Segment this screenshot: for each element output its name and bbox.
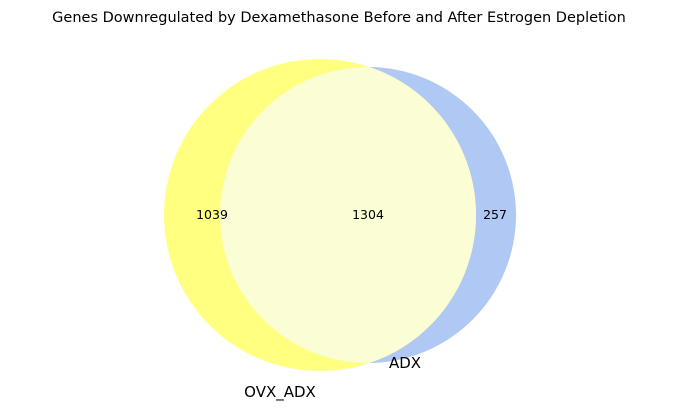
only-ovx-adx-count: 1039 [196, 207, 228, 222]
only-adx-count: 257 [483, 207, 507, 222]
intersection-count: 1304 [352, 207, 384, 222]
adx-set-label: ADX [389, 354, 421, 372]
ovx-adx-set-label: OVX_ADX [244, 383, 316, 402]
chart-title: Genes Downregulated by Dexamethasone Bef… [52, 10, 626, 26]
intersection-region [220, 67, 476, 363]
